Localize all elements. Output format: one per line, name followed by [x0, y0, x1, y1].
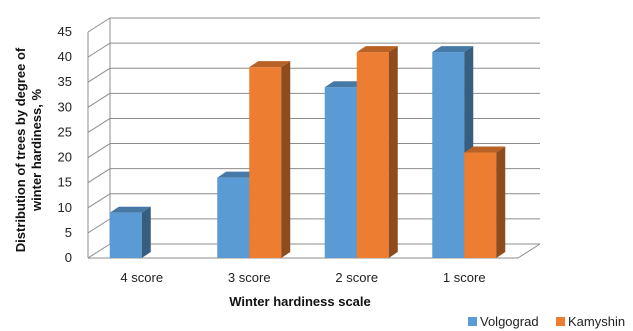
y-axis-title-line-1: Distribution of trees by degree of	[13, 47, 28, 252]
y-tick-label: 20	[58, 150, 72, 165]
y-tick-label: 45	[58, 24, 72, 39]
bar-kamyshin-3	[464, 152, 497, 258]
gridline-diag	[87, 168, 111, 184]
gridline-diag	[87, 67, 111, 83]
x-tick-label: 4 score	[120, 270, 163, 285]
bar-kamyshin-1	[249, 67, 282, 259]
y-tick-label: 30	[58, 99, 72, 114]
y-tick-label: 0	[65, 250, 72, 265]
floor-edge	[517, 243, 541, 259]
x-axis-title: Winter hardiness scale	[229, 294, 371, 309]
y-axis-title-line-2: winter hardiness, %	[29, 89, 44, 213]
x-tick-labels: 4 score 3 score 2 score 1 score	[120, 270, 485, 285]
gridline-diag	[87, 92, 111, 108]
bar-top-volgograd-3	[432, 46, 474, 53]
bar-volgograd-3	[432, 52, 465, 258]
bar-top-kamyshin-1	[249, 61, 291, 68]
bars	[109, 46, 506, 259]
bar-side-kamyshin-1	[281, 61, 291, 259]
y-tick-label: 15	[58, 175, 72, 190]
gridline-diag	[87, 243, 111, 259]
bar-top-kamyshin-3	[464, 146, 506, 153]
y-tick-label: 5	[65, 225, 72, 240]
gridline-diag	[87, 143, 111, 158]
bar-side-kamyshin-2	[388, 46, 398, 258]
x-tick-label: 1 score	[443, 270, 486, 285]
gridline-diag	[87, 193, 111, 209]
legend: Volgograd Kamyshin	[468, 314, 625, 329]
bar-side-volgograd-0	[141, 206, 151, 258]
y-tick-label: 25	[58, 124, 72, 139]
gridline-diag	[87, 218, 111, 234]
bar-top-volgograd-2	[324, 81, 366, 88]
bar-top-kamyshin-2	[356, 46, 398, 53]
gridline-diag	[87, 17, 111, 33]
y-tick-label: 40	[58, 49, 72, 64]
y-tick-labels: 0 5 10 15 20 25 30 35 40 45	[58, 24, 72, 265]
bar-kamyshin-2	[356, 52, 389, 258]
legend-swatch-kamyshin	[556, 317, 565, 326]
y-tick-label: 35	[58, 74, 72, 89]
y-axis-title: Distribution of trees by degree of winte…	[13, 47, 44, 252]
legend-label-volgograd: Volgograd	[480, 314, 539, 329]
gridline-diag	[87, 42, 111, 58]
x-tick-label: 3 score	[228, 270, 271, 285]
legend-label-kamyshin: Kamyshin	[568, 314, 625, 329]
bar-side-kamyshin-3	[496, 146, 506, 258]
bar-volgograd-1	[217, 177, 250, 258]
x-tick-label: 2 score	[335, 270, 378, 285]
bar-volgograd-2	[324, 87, 357, 258]
gridline-diag	[87, 118, 111, 133]
bar-volgograd-0	[109, 212, 142, 258]
legend-swatch-volgograd	[468, 317, 477, 326]
bar-top-volgograd-0	[109, 206, 151, 213]
bar-top-volgograd-1	[217, 171, 259, 178]
y-tick-label: 10	[58, 200, 72, 215]
